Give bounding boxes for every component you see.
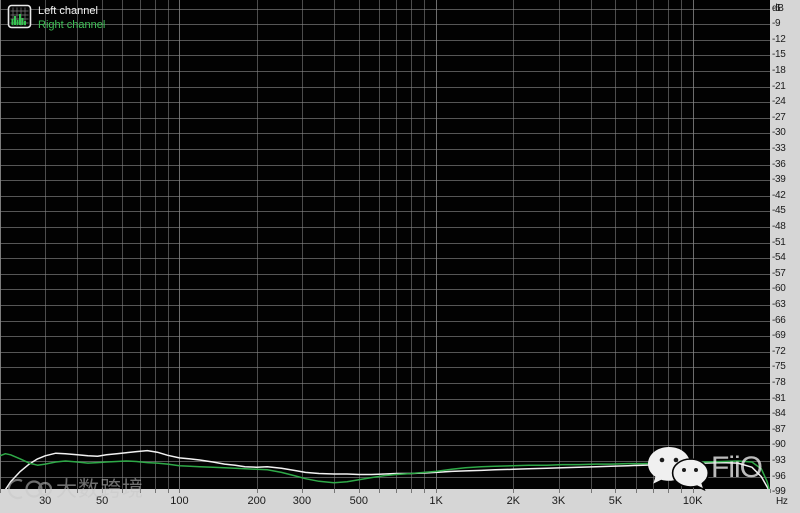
y-axis-tick: -84 (772, 408, 786, 419)
x-axis-tick-mark (45, 489, 46, 493)
x-axis-tick: 30 (39, 495, 52, 507)
x-axis-tick-mark (770, 489, 771, 493)
x-axis-tick-mark (140, 489, 141, 493)
y-axis-tick: -57 (772, 268, 786, 279)
y-axis-tick: -75 (772, 361, 786, 372)
x-axis-tick-mark (693, 489, 694, 493)
x-axis-tick: 10K (682, 495, 703, 507)
plot-grid (0, 0, 770, 489)
x-axis-tick-mark (591, 489, 592, 493)
y-axis-tick: -51 (772, 237, 786, 248)
x-axis-tick-mark (77, 489, 78, 493)
x-axis-tick-mark (359, 489, 360, 493)
x-axis-tick: 200 (247, 495, 266, 507)
y-axis-tick: -90 (772, 439, 786, 450)
y-axis-tick: -36 (772, 159, 786, 170)
curve-right-channel (0, 452, 770, 489)
y-axis-tick: -33 (772, 143, 786, 154)
x-axis-tick-mark (379, 489, 380, 493)
x-axis-tick-mark (122, 489, 123, 493)
y-axis-tick: -30 (772, 127, 786, 138)
y-axis-tick: -24 (772, 96, 786, 107)
y-axis-tick: -18 (772, 65, 786, 76)
y-axis-tick: -6 (772, 3, 781, 14)
y-axis-tick: -45 (772, 205, 786, 216)
x-axis-tick-mark (179, 489, 180, 493)
frequency-response-curves (0, 449, 770, 489)
y-axis-tick: -27 (772, 112, 786, 123)
x-axis-tick: 2K (506, 495, 521, 507)
y-axis-tick: -99 (772, 486, 786, 497)
x-axis-tick: 300 (292, 495, 312, 507)
y-axis-tick: -66 (772, 315, 786, 326)
y-axis-tick: -21 (772, 81, 786, 92)
y-axis-tick: -93 (772, 455, 786, 466)
x-axis-tick-mark (257, 489, 258, 493)
x-axis-tick-mark (513, 489, 514, 493)
x-axis-tick-mark (636, 489, 637, 493)
plot-area[interactable] (0, 0, 770, 489)
x-axis-tick: 1K (429, 495, 443, 507)
x-axis-tick-mark (615, 489, 616, 493)
x-axis-tick-mark (396, 489, 397, 493)
y-axis: dB -6 -9 -12 -15 -18 -21 -24 -27 -30 -33 -36 -39 -42 -… (770, 0, 800, 513)
x-axis-tick-mark (668, 489, 669, 493)
x-axis-tick-mark (302, 489, 303, 493)
y-axis-tick: -78 (772, 377, 786, 388)
x-axis-tick: 3K (551, 495, 566, 507)
x-axis-tick: 5K (608, 495, 623, 507)
legend-item-left-channel: Left channel (38, 5, 98, 17)
x-axis-tick-mark (0, 489, 1, 493)
y-axis-tick: -72 (772, 346, 786, 357)
x-axis-tick-mark (681, 489, 682, 493)
x-axis-tick-mark (559, 489, 560, 493)
x-axis-tick: 100 (170, 495, 189, 507)
y-axis-tick: -12 (772, 34, 786, 45)
y-axis-tick: -42 (772, 190, 786, 201)
x-axis-tick: 50 (95, 495, 109, 507)
curve-left-channel (4, 449, 770, 489)
x-axis-tick-mark (436, 489, 437, 493)
legend: Left channel Right channel (7, 4, 105, 32)
y-axis-tick: -63 (772, 299, 786, 310)
y-axis-tick: -69 (772, 330, 786, 341)
y-axis-tick: -81 (772, 393, 786, 404)
y-axis-tick: -87 (772, 424, 786, 435)
x-axis-tick-mark (424, 489, 425, 493)
y-axis-tick: -9 (772, 18, 781, 29)
x-axis-tick-mark (155, 489, 156, 493)
y-axis-tick: -15 (772, 49, 786, 60)
x-axis: 30 50 100 200 300 500 1K 2K 3K 5K 10K (0, 489, 771, 513)
y-axis-unit-label: dB (772, 3, 784, 14)
x-axis-tick-mark (168, 489, 169, 493)
y-axis-tick: -39 (772, 174, 786, 185)
y-axis-tick: -96 (772, 471, 786, 482)
spectrum-analyzer-icon (7, 4, 32, 29)
x-axis-tick-mark (334, 489, 335, 493)
x-axis-unit-label: Hz (776, 496, 788, 507)
y-axis-tick: -54 (772, 252, 786, 263)
x-axis-tick-mark (102, 489, 103, 493)
y-axis-tick: -48 (772, 221, 786, 232)
y-axis-tick: -60 (772, 283, 786, 294)
x-axis-tick-mark (411, 489, 412, 493)
legend-item-right-channel: Right channel (38, 19, 106, 31)
x-axis-tick-mark (653, 489, 654, 493)
x-axis-tick: 500 (349, 495, 368, 507)
